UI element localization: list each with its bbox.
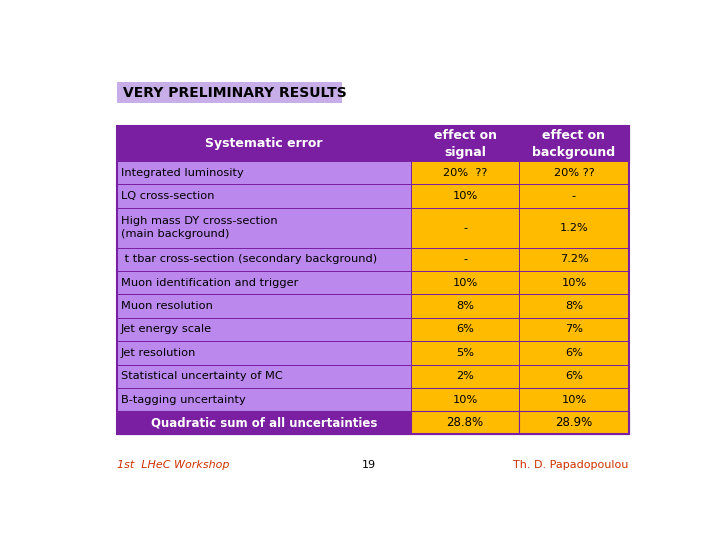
Bar bbox=[117, 388, 411, 411]
Bar bbox=[519, 126, 629, 161]
Text: 19: 19 bbox=[362, 460, 376, 470]
Bar bbox=[519, 341, 629, 365]
Text: 20% ??: 20% ?? bbox=[554, 168, 595, 178]
Bar bbox=[411, 161, 519, 185]
Text: 10%: 10% bbox=[452, 395, 478, 404]
Text: 10%: 10% bbox=[562, 278, 587, 288]
Text: 10%: 10% bbox=[452, 191, 478, 201]
Text: Muon resolution: Muon resolution bbox=[121, 301, 213, 311]
Bar bbox=[117, 294, 411, 318]
Text: Jet resolution: Jet resolution bbox=[121, 348, 197, 358]
Text: Muon identification and trigger: Muon identification and trigger bbox=[121, 278, 298, 288]
Text: 5%: 5% bbox=[456, 348, 474, 358]
Bar bbox=[519, 318, 629, 341]
Bar bbox=[411, 271, 519, 294]
Bar bbox=[519, 294, 629, 318]
Bar bbox=[519, 185, 629, 208]
Bar bbox=[117, 82, 342, 103]
Bar bbox=[411, 318, 519, 341]
Text: effect on
signal: effect on signal bbox=[433, 129, 497, 159]
Bar bbox=[117, 411, 411, 434]
Bar bbox=[411, 388, 519, 411]
Text: 8%: 8% bbox=[456, 301, 474, 311]
Text: t tbar cross-section (secondary background): t tbar cross-section (secondary backgrou… bbox=[121, 254, 377, 264]
Bar bbox=[117, 126, 411, 161]
Text: -: - bbox=[463, 222, 467, 233]
Text: 10%: 10% bbox=[452, 278, 478, 288]
Bar bbox=[117, 126, 629, 434]
Bar bbox=[411, 341, 519, 365]
Text: 6%: 6% bbox=[565, 371, 583, 381]
Text: 1st  LHeC Workshop: 1st LHeC Workshop bbox=[117, 460, 230, 470]
Text: Jet energy scale: Jet energy scale bbox=[121, 325, 212, 334]
Text: 8%: 8% bbox=[565, 301, 583, 311]
Text: 28.9%: 28.9% bbox=[555, 416, 593, 429]
Text: 7.2%: 7.2% bbox=[559, 254, 588, 264]
Text: 6%: 6% bbox=[456, 325, 474, 334]
Bar bbox=[519, 247, 629, 271]
Bar bbox=[117, 185, 411, 208]
Bar bbox=[411, 126, 519, 161]
Bar bbox=[411, 294, 519, 318]
Bar bbox=[117, 341, 411, 365]
Bar bbox=[117, 271, 411, 294]
Text: 10%: 10% bbox=[562, 395, 587, 404]
Text: 7%: 7% bbox=[565, 325, 583, 334]
Text: Integrated luminosity: Integrated luminosity bbox=[121, 168, 244, 178]
Bar bbox=[519, 388, 629, 411]
Bar bbox=[411, 208, 519, 247]
Bar bbox=[117, 318, 411, 341]
Bar bbox=[411, 185, 519, 208]
Text: VERY PRELIMINARY RESULTS: VERY PRELIMINARY RESULTS bbox=[123, 85, 347, 99]
Text: 28.8%: 28.8% bbox=[446, 416, 484, 429]
Text: -: - bbox=[572, 191, 576, 201]
Bar bbox=[519, 271, 629, 294]
Text: High mass DY cross-section
(main background): High mass DY cross-section (main backgro… bbox=[121, 217, 278, 239]
Bar bbox=[519, 208, 629, 247]
Text: LQ cross-section: LQ cross-section bbox=[121, 191, 215, 201]
Bar bbox=[411, 411, 519, 434]
Text: effect on
background: effect on background bbox=[532, 129, 616, 159]
Text: 6%: 6% bbox=[565, 348, 583, 358]
Text: 1.2%: 1.2% bbox=[559, 222, 588, 233]
Bar bbox=[117, 161, 411, 185]
Bar bbox=[519, 364, 629, 388]
Bar bbox=[117, 364, 411, 388]
Bar bbox=[117, 208, 411, 247]
Text: Statistical uncertainty of MC: Statistical uncertainty of MC bbox=[121, 371, 283, 381]
Bar bbox=[411, 247, 519, 271]
Bar bbox=[411, 364, 519, 388]
Text: Th. D. Papadopoulou: Th. D. Papadopoulou bbox=[513, 460, 629, 470]
Text: Quadratic sum of all uncertainties: Quadratic sum of all uncertainties bbox=[150, 416, 377, 429]
Bar bbox=[117, 247, 411, 271]
Text: 20%  ??: 20% ?? bbox=[443, 168, 487, 178]
Bar bbox=[519, 411, 629, 434]
Bar bbox=[519, 161, 629, 185]
Text: B-tagging uncertainty: B-tagging uncertainty bbox=[121, 395, 246, 404]
Text: 2%: 2% bbox=[456, 371, 474, 381]
Text: Systematic error: Systematic error bbox=[205, 137, 323, 150]
Text: -: - bbox=[463, 254, 467, 264]
